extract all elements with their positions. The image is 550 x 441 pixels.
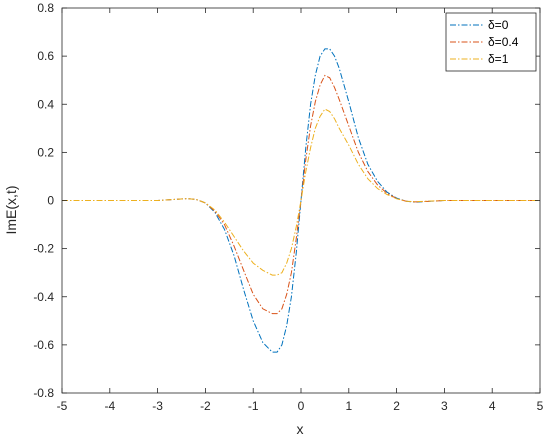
- y-tick-label: 0.4: [37, 97, 54, 111]
- x-tick-label: -4: [104, 399, 115, 413]
- series-line-3: [62, 108, 540, 276]
- y-tick-label: 0.6: [37, 49, 54, 63]
- y-tick-label: 0.8: [37, 1, 54, 15]
- y-tick-label: -0.2: [33, 242, 54, 256]
- y-tick-label: -0.6: [33, 338, 54, 352]
- y-tick-label: 0: [47, 194, 54, 208]
- axis-layer: -5 -4 -3 -2 -1 0 1 2 3 4 5 -0.8 -0.6 -0.4 -0.2 0 0.2 0.4 0…: [33, 1, 543, 413]
- x-tick-label: 5: [537, 399, 544, 413]
- series-layer: [62, 48, 540, 353]
- legend-box: [445, 12, 537, 72]
- y-tick-label: -0.4: [33, 290, 54, 304]
- x-tick-label: -5: [57, 399, 68, 413]
- y-tick-label: 0.2: [37, 145, 54, 159]
- x-tick-label: 0: [298, 399, 305, 413]
- x-axis-label: x: [297, 421, 304, 437]
- legend-label-3: δ=1: [488, 52, 509, 66]
- x-tick-label: 2: [393, 399, 400, 413]
- x-tick-label: 1: [345, 399, 352, 413]
- x-tick-label: 3: [441, 399, 448, 413]
- legend: δ=0 δ=0.4 δ=1: [445, 12, 537, 72]
- legend-label-1: δ=0: [488, 18, 509, 32]
- y-axis-label: ImE(x,t): [3, 186, 19, 235]
- x-tick-label: -3: [152, 399, 163, 413]
- x-tick-label: -2: [200, 399, 211, 413]
- x-tick-label: 4: [489, 399, 496, 413]
- y-tick-label: -0.8: [33, 386, 54, 400]
- x-tick-label: -1: [248, 399, 259, 413]
- legend-label-2: δ=0.4: [488, 35, 519, 49]
